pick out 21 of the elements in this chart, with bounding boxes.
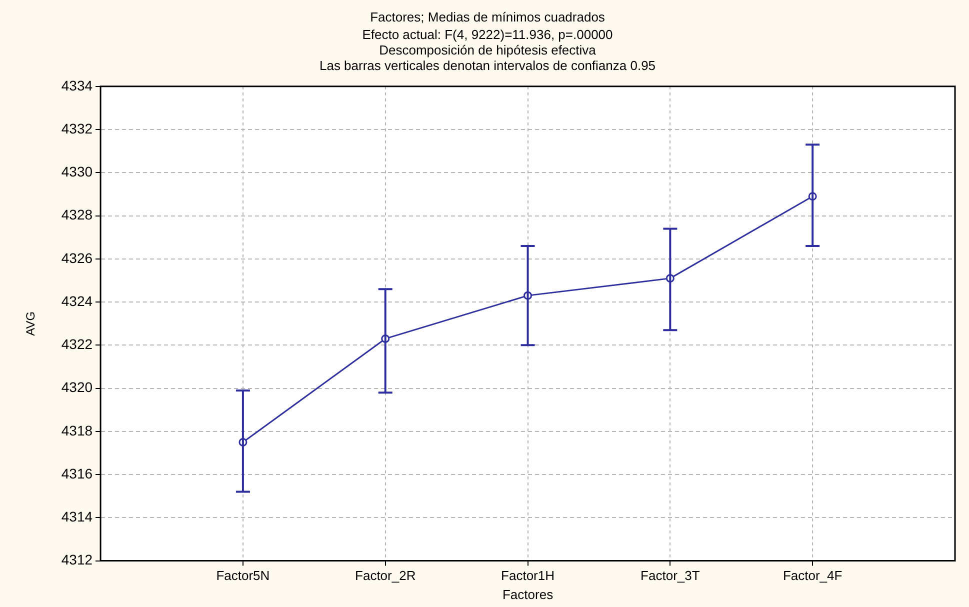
x-tick-label: Factor1H — [501, 568, 555, 584]
y-tick-label: 4324 — [61, 292, 93, 309]
x-tick-label: Factor_3T — [640, 568, 700, 584]
x-axis-title: Factores — [502, 586, 554, 602]
y-tick-label: 4312 — [61, 552, 93, 568]
x-tick-label: Factor_2R — [355, 568, 416, 584]
chart-subtitle: Efecto actual: F(4, 9222)=11.936, p=.00000 Descomposición de hipótesis efectiva Las barras verticales denotan intervalos de confianza 0.95 — [319, 26, 656, 74]
y-tick-label: 4326 — [61, 250, 93, 266]
chart-title: Factores; Medias de mínimos cuadrados — [370, 9, 606, 24]
y-tick-label: 4320 — [61, 379, 93, 396]
y-tick-label: 4334 — [61, 77, 93, 94]
y-tick-label: 4316 — [61, 465, 93, 482]
y-tick-label: 4322 — [61, 336, 93, 352]
y-tick-label: 4330 — [61, 164, 93, 180]
y-tick-label: 4332 — [61, 120, 93, 136]
y-tick-label: 4328 — [61, 206, 93, 223]
x-tick-label: Factor_4F — [782, 568, 842, 584]
y-tick-label: 4318 — [61, 422, 93, 438]
y-axis-title: AVG — [24, 311, 38, 336]
y-tick-label: 4314 — [61, 508, 93, 525]
x-tick-label: Factor5N — [216, 568, 270, 584]
